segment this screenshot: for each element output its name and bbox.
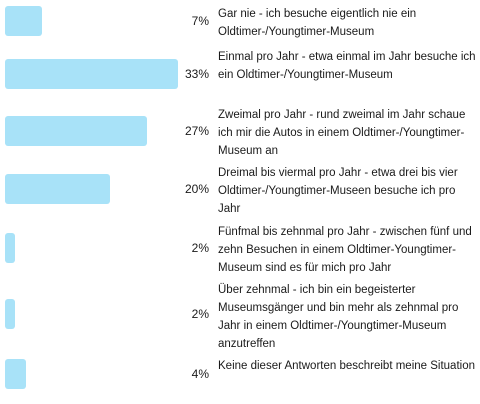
value-label: 4%	[191, 367, 209, 381]
bar	[5, 6, 42, 36]
value-label: 27%	[184, 124, 209, 138]
bar	[5, 116, 147, 146]
category-label: Gar nie - ich besuche eigentlich nie ein…	[218, 8, 417, 38]
bar	[5, 233, 16, 263]
category-label: Keine dieser Antworten beschreibt meine …	[218, 360, 475, 372]
category-label: Dreimal bis viermal pro Jahr - etwa drei…	[218, 167, 458, 215]
bar	[5, 174, 110, 204]
value-label: 2%	[191, 307, 209, 321]
category-label: Fünfmal bis zehnmal pro Jahr - zwischen …	[218, 226, 472, 274]
bar	[5, 59, 178, 89]
value-label: 33%	[184, 67, 209, 81]
category-label: Über zehnmal - ich bin ein begeisterter …	[218, 284, 459, 350]
category-label: Einmal pro Jahr - etwa einmal im Jahr be…	[218, 51, 476, 81]
value-label: 2%	[191, 241, 209, 255]
bar	[5, 359, 26, 389]
value-label: 7%	[191, 14, 209, 28]
category-label: Zweimal pro Jahr - rund zweimal im Jahr …	[218, 109, 466, 157]
value-label: 20%	[184, 182, 209, 196]
bar	[5, 299, 16, 329]
